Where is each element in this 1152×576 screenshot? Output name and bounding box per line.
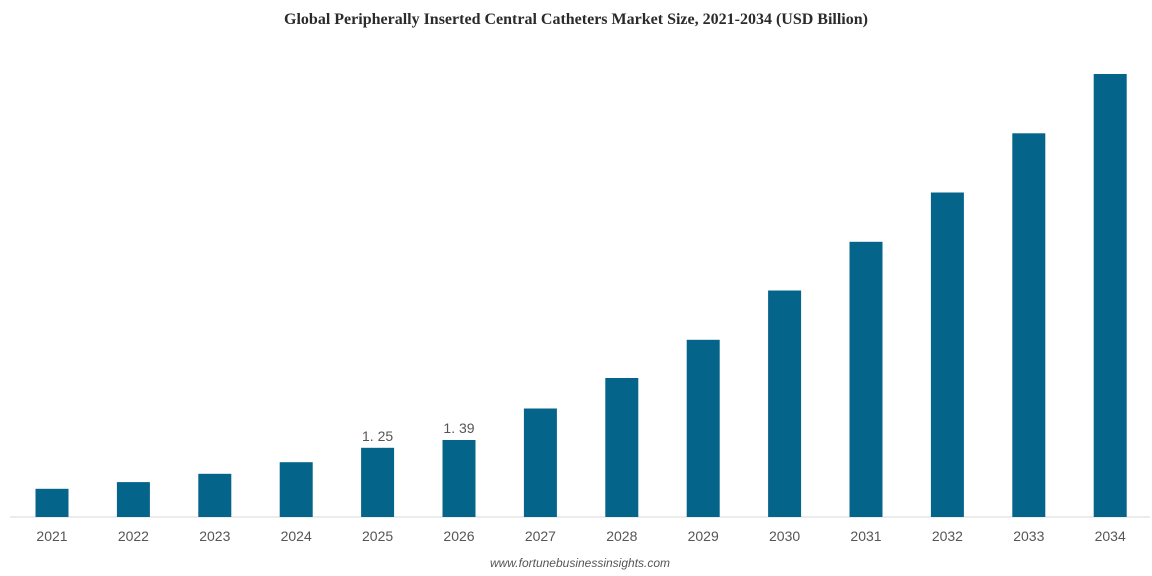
chart-title: Global Peripherally Inserted Central Cat… [284,11,868,28]
bar-2025 [361,447,395,517]
bar-2023 [198,473,232,517]
bar-2022 [116,482,150,517]
x-tick-label-2027: 2027 [525,528,556,544]
x-tick-label-2031: 2031 [850,528,881,544]
x-tick-label-2034: 2034 [1095,528,1126,544]
bar-2021 [35,488,69,517]
x-tick-label-2022: 2022 [118,528,149,544]
x-tick-label-2026: 2026 [443,528,474,544]
bar-2030 [768,290,802,517]
x-tick-label-2029: 2029 [688,528,719,544]
x-tick-label-2032: 2032 [932,528,963,544]
x-tick-label-2021: 2021 [36,528,67,544]
data-labels: 1. 25 1. 39 [362,420,475,444]
bar-2024 [279,462,313,517]
x-tick-labels: 2021 2022 2023 2024 2025 2026 2027 2028 2029 2030… [36,528,1126,544]
x-tick-label-2030: 2030 [769,528,800,544]
bar-2027 [523,408,557,517]
bar-2031 [849,241,883,518]
bar-2028 [605,378,639,517]
x-tick-label-2024: 2024 [281,528,312,544]
data-label-2025: 1. 25 [362,428,393,444]
data-label-2026: 1. 39 [443,420,474,436]
x-tick-label-2028: 2028 [606,528,637,544]
bar-2026 [442,440,476,517]
bar-2032 [930,192,964,517]
bar-2033 [1012,133,1046,518]
x-tick-label-2025: 2025 [362,528,393,544]
bar-2034 [1093,74,1127,517]
source-note: www.fortunebusinessinsights.com [489,556,671,570]
x-tick-label-2033: 2033 [1013,528,1044,544]
bar-2029 [686,339,720,517]
bars-group [35,74,1127,518]
x-tick-label-2023: 2023 [199,528,230,544]
